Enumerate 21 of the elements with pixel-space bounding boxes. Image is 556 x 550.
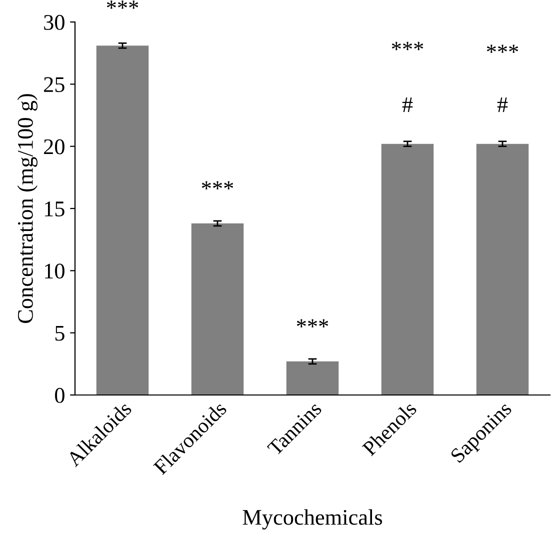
bar [381, 144, 434, 395]
y-axis-title: Concentration (mg/100 g) [17, 94, 38, 323]
bar [96, 46, 149, 395]
y-tick-label: 15 [45, 202, 64, 216]
text: *** [106, 0, 138, 9]
bar [476, 144, 529, 395]
annotation: *** [296, 319, 328, 328]
annotation: *** [392, 42, 424, 50]
annotation: *** [202, 181, 234, 190]
y-tick-label: 20 [44, 139, 64, 154]
y-tick-label: 10 [45, 264, 64, 279]
annotation: # [497, 97, 508, 112]
y-tick-label: 30 [44, 14, 64, 30]
y-tick-label: 5 [55, 326, 64, 341]
bar [191, 223, 244, 395]
bar [286, 361, 339, 395]
x-axis-title: Mycochemicals [242, 509, 382, 530]
annotation: *** [486, 44, 518, 53]
annotation: # [402, 97, 413, 112]
y-tick-label: 25 [44, 77, 64, 92]
y-tick-label: 0 [55, 388, 64, 403]
